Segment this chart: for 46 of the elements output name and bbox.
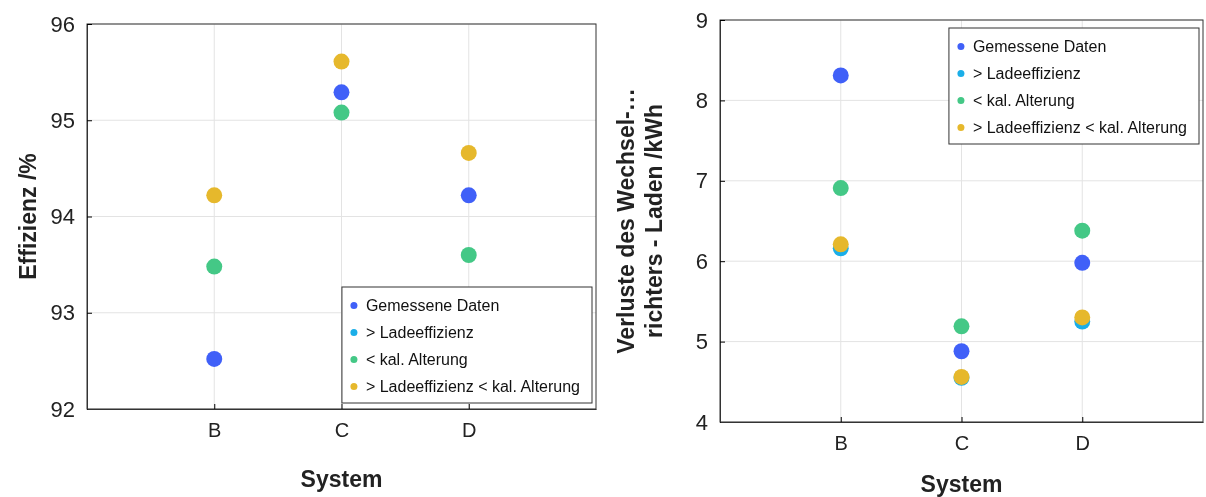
legend-label: Gemessene Daten <box>972 37 1107 55</box>
point <box>333 104 350 121</box>
point <box>333 84 350 101</box>
x-tick-label: C <box>954 432 970 455</box>
point <box>832 236 849 253</box>
x-axis-title: System <box>300 466 383 492</box>
point <box>1074 309 1091 326</box>
point <box>206 187 223 204</box>
legend-label: < kal. Alterung <box>365 350 468 368</box>
point <box>1074 222 1091 239</box>
x-tick-label: D <box>462 419 477 442</box>
point <box>953 343 970 360</box>
point <box>832 180 849 196</box>
x-tick-label: B <box>834 432 848 455</box>
y-tick-label: 8 <box>695 87 708 113</box>
point <box>460 145 477 161</box>
y-tick-label: 95 <box>50 107 75 133</box>
point <box>460 187 477 204</box>
legend-label: > Ladeeffizienz <box>365 323 474 341</box>
y-tick-label: 94 <box>50 204 75 230</box>
y-axis-title: Effizienz /% <box>15 153 41 280</box>
x-tick-label: D <box>1075 432 1090 455</box>
legend-label: < kal. Alterung <box>972 91 1075 109</box>
point <box>206 258 223 275</box>
legend-label: > Ladeeffizienz < kal. Alterung <box>365 377 580 395</box>
y-tick-label: 93 <box>50 300 75 326</box>
x-tick-label: C <box>334 419 350 442</box>
y-tick-label: 7 <box>695 168 708 194</box>
legend-label: > Ladeeffizienz < kal. Alterung <box>972 118 1187 136</box>
y-tick-label: 4 <box>695 409 708 435</box>
y-tick-label: 96 <box>50 11 75 37</box>
y-tick-label: 5 <box>695 329 708 355</box>
point <box>953 318 970 335</box>
x-axis-title: System <box>920 471 1003 497</box>
point <box>1074 254 1091 271</box>
legend-label: Gemessene Daten <box>365 296 500 314</box>
point <box>333 53 350 70</box>
y-tick-label: 6 <box>695 248 708 274</box>
y-tick-label: 92 <box>50 396 75 422</box>
y-axis-title: Verluste des Wechsel-… richters - Laden /kWh <box>613 88 667 354</box>
point <box>206 350 223 367</box>
point <box>460 247 477 263</box>
x-tick-label: B <box>208 419 222 442</box>
y-tick-label: 9 <box>695 7 708 33</box>
point <box>832 67 849 84</box>
legend-label: > Ladeeffizienz <box>972 64 1081 82</box>
